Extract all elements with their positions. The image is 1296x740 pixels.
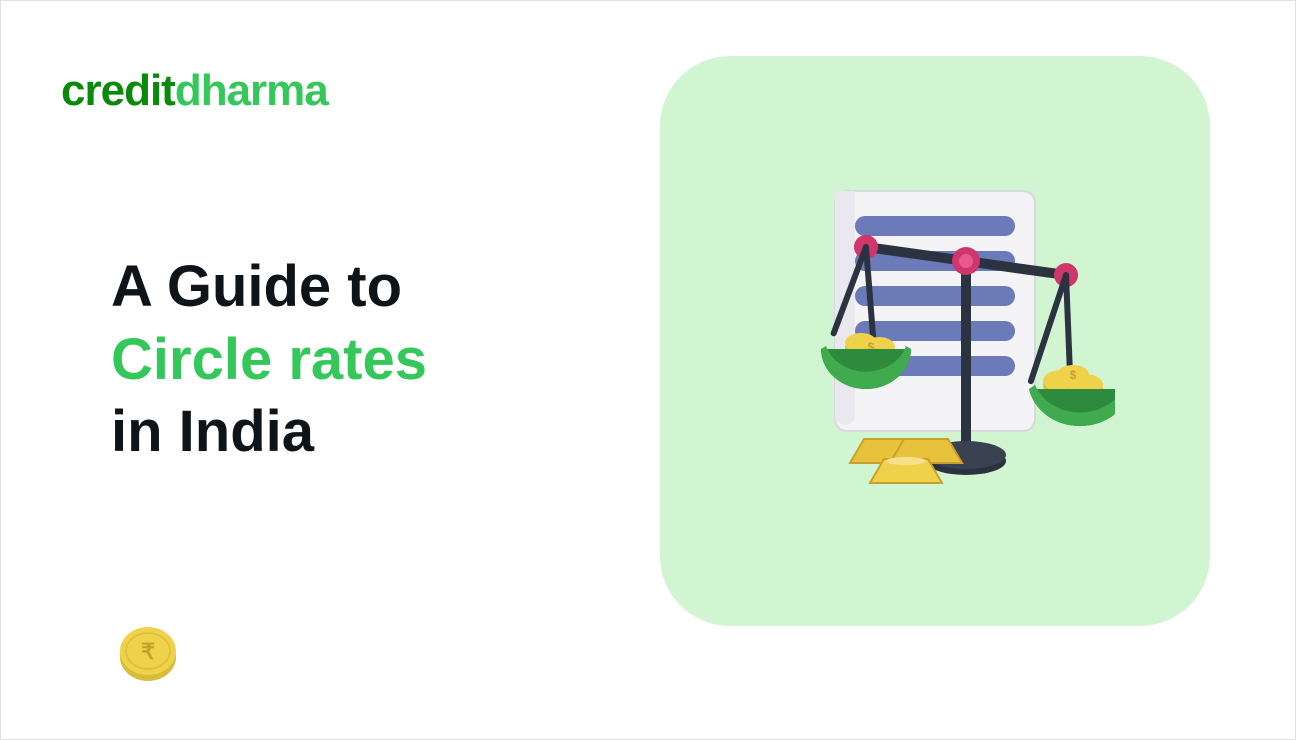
page-title: A Guide to Circle rates in India — [111, 251, 427, 469]
document-icon — [835, 191, 1035, 431]
logo-part-dharma: dharma — [175, 66, 328, 115]
svg-text:₹: ₹ — [141, 639, 155, 664]
svg-text:$: $ — [1070, 368, 1077, 382]
gold-bars-icon — [850, 439, 962, 483]
rupee-coin-icon: ₹ — [116, 621, 180, 690]
balance-scale-illustration: $ $ — [755, 161, 1115, 521]
illustration-panel: $ $ — [660, 56, 1210, 626]
headline-line-3: in India — [111, 396, 427, 469]
logo: creditdharma — [61, 66, 328, 116]
logo-part-credit: credit — [61, 66, 175, 115]
scale-bowl-right-icon: $ — [1029, 365, 1115, 426]
headline-line-2: Circle rates — [111, 324, 427, 397]
headline-line-1: A Guide to — [111, 251, 427, 324]
